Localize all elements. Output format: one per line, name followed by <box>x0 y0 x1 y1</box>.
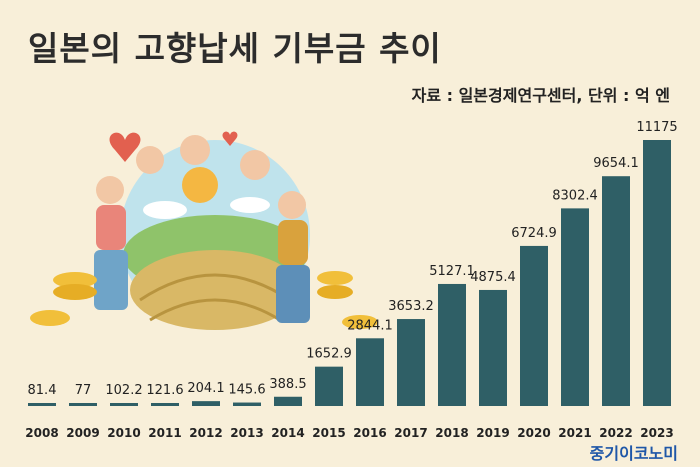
x-tick-label: 2015 <box>312 426 345 440</box>
chart-title: 일본의 고향납세 기부금 추이 <box>28 29 442 68</box>
value-label: 11175 <box>636 120 677 135</box>
x-tick-label: 2018 <box>435 426 468 440</box>
value-label: 4875.4 <box>470 270 516 285</box>
bar-2018 <box>438 283 466 406</box>
bar-2014 <box>274 396 302 406</box>
value-label: 204.1 <box>187 381 224 396</box>
coin-stack-icon <box>53 272 97 288</box>
x-tick-label: 2010 <box>107 426 140 440</box>
x-tick-label: 2011 <box>148 426 181 440</box>
source-note: 자료 : 일본경제연구센터, 단위 : 억 엔 <box>411 86 670 105</box>
x-tick-label: 2008 <box>25 426 58 440</box>
sun-icon <box>182 167 218 203</box>
bar-2017 <box>397 319 425 406</box>
x-tick-label: 2009 <box>66 426 99 440</box>
bar-2010 <box>110 403 138 406</box>
value-label: 2844.1 <box>347 318 393 333</box>
value-label: 5127.1 <box>429 264 475 279</box>
x-tick-label: 2017 <box>394 426 427 440</box>
value-label: 3653.2 <box>388 299 434 314</box>
bar-2015 <box>315 366 343 406</box>
value-label: 145.6 <box>228 383 265 398</box>
x-tick-label: 2022 <box>599 426 632 440</box>
coin-stack-icon <box>317 271 353 285</box>
bar-2022 <box>602 176 630 406</box>
coin-stack-icon <box>30 310 70 326</box>
bar-2008 <box>28 403 56 406</box>
value-label: 81.4 <box>28 383 57 398</box>
brand-logo: 중기이코노미 <box>589 444 678 463</box>
x-tick-label: 2019 <box>476 426 509 440</box>
coin-stack-icon <box>342 315 378 329</box>
person-icon <box>136 146 164 174</box>
x-tick-label: 2020 <box>517 426 550 440</box>
heart-icon <box>109 132 141 162</box>
value-label: 6724.9 <box>511 226 557 241</box>
value-label: 388.5 <box>269 377 306 392</box>
value-label: 8302.4 <box>552 188 598 203</box>
person-icon <box>278 191 306 219</box>
value-label: 77 <box>75 383 92 398</box>
bar-2016 <box>356 338 384 406</box>
bar-2013 <box>233 402 261 406</box>
bar-2009 <box>69 403 97 406</box>
x-tick-label: 2021 <box>558 426 591 440</box>
value-label: 1652.9 <box>306 347 352 362</box>
bar-2019 <box>479 289 507 406</box>
value-label: 102.2 <box>105 383 142 398</box>
person-icon <box>240 150 270 180</box>
heart-icon <box>222 131 238 146</box>
bar-2023 <box>643 140 671 406</box>
person-icon <box>96 176 124 204</box>
x-tick-label: 2023 <box>640 426 673 440</box>
bar-2021 <box>561 208 589 406</box>
value-label: 9654.1 <box>593 156 639 171</box>
x-tick-label: 2014 <box>271 426 304 440</box>
x-tick-label: 2013 <box>230 426 263 440</box>
bar-2020 <box>520 245 548 406</box>
bar-2012 <box>192 401 220 406</box>
x-tick-label: 2016 <box>353 426 386 440</box>
bar-2011 <box>151 403 179 406</box>
x-tick-label: 2012 <box>189 426 222 440</box>
value-label: 121.6 <box>146 383 183 398</box>
person-icon <box>180 135 210 165</box>
